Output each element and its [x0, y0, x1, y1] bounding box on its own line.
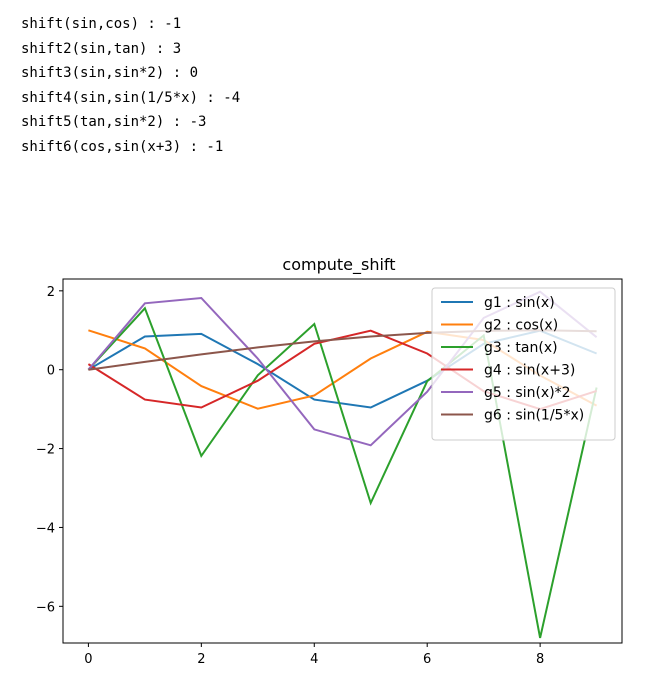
- legend-label: g1 : sin(x): [484, 295, 555, 311]
- x-tick-label: 8: [536, 652, 544, 667]
- plot-frame: [62, 278, 623, 644]
- output-line: shift5(tan,sin*2) : -3: [21, 114, 207, 131]
- legend: g1 : sin(x) g2 : cos(x) g3 : tan(x) g4 : si…: [431, 287, 616, 441]
- y-tick-label: −6: [36, 600, 55, 615]
- legend-label: g2 : cos(x): [484, 318, 558, 334]
- x-tick-label: 0: [84, 652, 92, 667]
- x-tick-label: 6: [423, 652, 431, 667]
- series-line-g3: [87, 306, 598, 639]
- legend-box: [431, 287, 616, 441]
- y-tick-label: 0: [47, 364, 55, 379]
- y-tick-label: −4: [36, 521, 55, 536]
- legend-label: g3 : tan(x): [484, 340, 558, 356]
- legend-label: g5 : sin(x)*2: [484, 385, 571, 401]
- chart-title: compute_shift: [282, 255, 395, 275]
- output-lines: shift(sin,cos) : -1 shift2(sin,tan) : 3 …: [21, 12, 240, 160]
- tick-layer: 0 2 4 6 8 2 0 −2 −4 −6: [36, 285, 544, 667]
- y-tick-label: 2: [47, 285, 55, 300]
- x-tick-label: 2: [197, 652, 205, 667]
- output-line: shift2(sin,tan) : 3: [21, 40, 182, 57]
- output-line: shift6(cos,sin(x+3) : -1: [21, 138, 224, 155]
- legend-label: g6 : sin(1/5*x): [484, 408, 584, 424]
- x-tick-label: 4: [310, 652, 318, 667]
- output-line: shift3(sin,sin*2) : 0: [21, 65, 199, 82]
- output-line: shift4(sin,sin(1/5*x) : -4: [21, 89, 241, 106]
- y-tick-label: −2: [36, 443, 55, 458]
- legend-label: g4 : sin(x+3): [484, 363, 575, 379]
- output-line: shift(sin,cos) : -1: [21, 16, 182, 32]
